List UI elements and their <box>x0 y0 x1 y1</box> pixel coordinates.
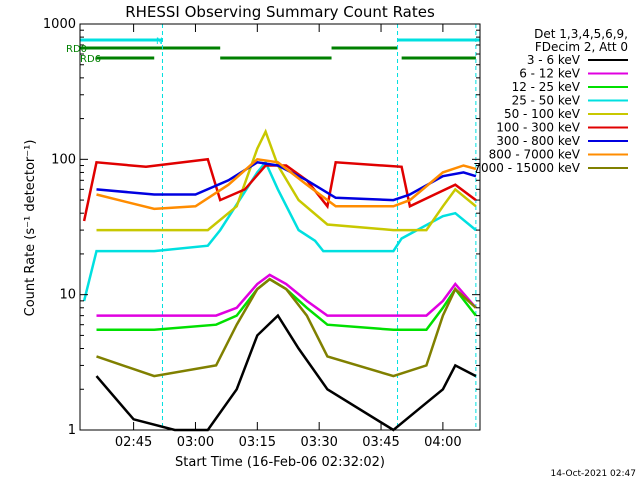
legend-entry-label: 50 - 100 keV <box>504 107 581 121</box>
legend-entry-label: 800 - 7000 keV <box>489 148 581 162</box>
series-line-1 <box>96 273 477 317</box>
flag-bars <box>79 24 480 430</box>
series-line-6 <box>96 160 477 202</box>
legend-entry-label: 100 - 300 keV <box>496 121 580 135</box>
legend-header: Det 1,3,4,5,6,9, <box>534 27 628 41</box>
y-tick-label: 1 <box>68 423 76 438</box>
legend-entry-label: 6 - 12 keV <box>519 67 581 81</box>
series-line-3 <box>82 159 477 302</box>
series-line-4 <box>96 128 477 232</box>
legend-entry-label: 7000 - 15000 keV <box>473 161 580 175</box>
series-line-2 <box>96 277 477 332</box>
y-axis-label: Count Rate (s⁻¹ detector⁻¹) <box>23 140 38 317</box>
legend-entry-label: 3 - 6 keV <box>527 53 581 67</box>
rd0-label: RD0 <box>66 44 87 55</box>
series-line-8 <box>96 277 477 378</box>
x-tick-label: 03:00 <box>177 435 214 450</box>
legend-entry-label: 300 - 800 keV <box>496 134 580 148</box>
series-group <box>82 128 477 432</box>
n-label: N <box>156 37 163 47</box>
legend-entry-label: 12 - 25 keV <box>512 80 581 94</box>
series-line-0 <box>95 313 477 432</box>
x-tick-label: 04:00 <box>424 435 461 450</box>
x-tick-label: 03:45 <box>362 435 399 450</box>
rd6-label: RD6 <box>80 54 101 65</box>
y-tick-label: 1000 <box>43 17 76 32</box>
legend-entry-label: 25 - 50 keV <box>512 94 581 108</box>
series-line-5 <box>82 157 477 222</box>
legend: Det 1,3,4,5,6,9,FDecim 2, Att 03 - 6 keV… <box>473 27 628 175</box>
y-tick-label: 100 <box>51 152 76 167</box>
x-tick-label: 02:45 <box>115 435 152 450</box>
series-line-7 <box>96 157 477 211</box>
legend-header: FDecim 2, Att 0 <box>535 40 628 54</box>
plot-frame <box>79 23 481 431</box>
axes: 1 10 100 1000 02:45 03:00 03:15 03:30 03:45 04:00 <box>43 17 481 450</box>
render-date: 14-Oct-2021 02:47 <box>551 469 636 479</box>
x-axis-label: Start Time (16-Feb-06 02:32:02) <box>175 455 385 470</box>
x-tick-label: 03:30 <box>300 435 337 450</box>
chart-title: RHESSI Observing Summary Count Rates <box>125 3 435 21</box>
y-tick-label: 10 <box>59 288 76 303</box>
x-tick-label: 03:15 <box>239 435 276 450</box>
